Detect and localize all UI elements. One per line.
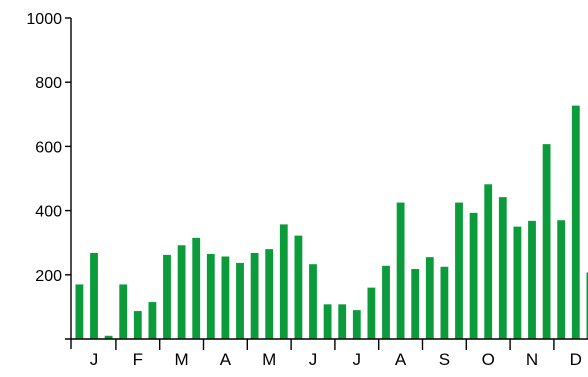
x-month-label: A	[220, 350, 232, 369]
bar-24	[411, 269, 419, 339]
bar-35	[572, 106, 580, 339]
bar-16	[295, 236, 303, 339]
x-month-label: S	[439, 350, 450, 369]
x-month-label: M	[175, 350, 189, 369]
bars-group	[76, 106, 588, 339]
bar-28	[470, 213, 478, 339]
bar-5	[134, 311, 142, 339]
bar-8	[178, 245, 186, 339]
axes-group	[65, 18, 588, 350]
y-tick-label: 1000	[26, 11, 62, 28]
bar-33	[543, 144, 551, 339]
x-month-label: J	[353, 350, 362, 369]
y-tick-labels: 200 400 600 800 1000	[26, 11, 62, 285]
y-tick-label: 400	[35, 204, 62, 221]
bar-15	[280, 224, 288, 339]
bar-23	[397, 203, 405, 339]
bar-31	[514, 227, 522, 339]
x-month-label: O	[482, 350, 495, 369]
bar-21	[368, 288, 376, 339]
bar-13	[251, 253, 259, 339]
bar-27	[455, 203, 463, 339]
x-month-label: A	[395, 350, 407, 369]
bar-10	[207, 254, 215, 339]
bar-22	[382, 266, 390, 339]
bar-17	[309, 264, 317, 339]
x-month-label: N	[526, 350, 538, 369]
bar-26	[441, 267, 449, 339]
y-tick-label: 200	[35, 268, 62, 285]
bar-7	[163, 255, 171, 339]
bar-4	[119, 284, 127, 339]
x-month-label: M	[262, 350, 276, 369]
bar-11	[222, 257, 230, 340]
bar-25	[426, 257, 434, 339]
y-tick-label: 800	[35, 75, 62, 92]
bar-29	[484, 184, 492, 339]
x-month-label: J	[90, 350, 99, 369]
bar-12	[236, 263, 244, 339]
bar-2	[90, 253, 98, 339]
bar-1	[76, 284, 84, 339]
bar-6	[149, 302, 157, 339]
bar-34	[557, 220, 565, 339]
bar-9	[192, 238, 200, 339]
bar-32	[528, 221, 536, 339]
bar-18	[324, 304, 332, 339]
x-month-label: J	[309, 350, 318, 369]
x-month-label: D	[570, 350, 582, 369]
bar-30	[499, 197, 507, 339]
bar-20	[353, 310, 361, 339]
bar-19	[338, 304, 346, 339]
x-month-label: F	[133, 350, 143, 369]
bar-14	[265, 249, 273, 339]
y-tick-label: 600	[35, 139, 62, 156]
